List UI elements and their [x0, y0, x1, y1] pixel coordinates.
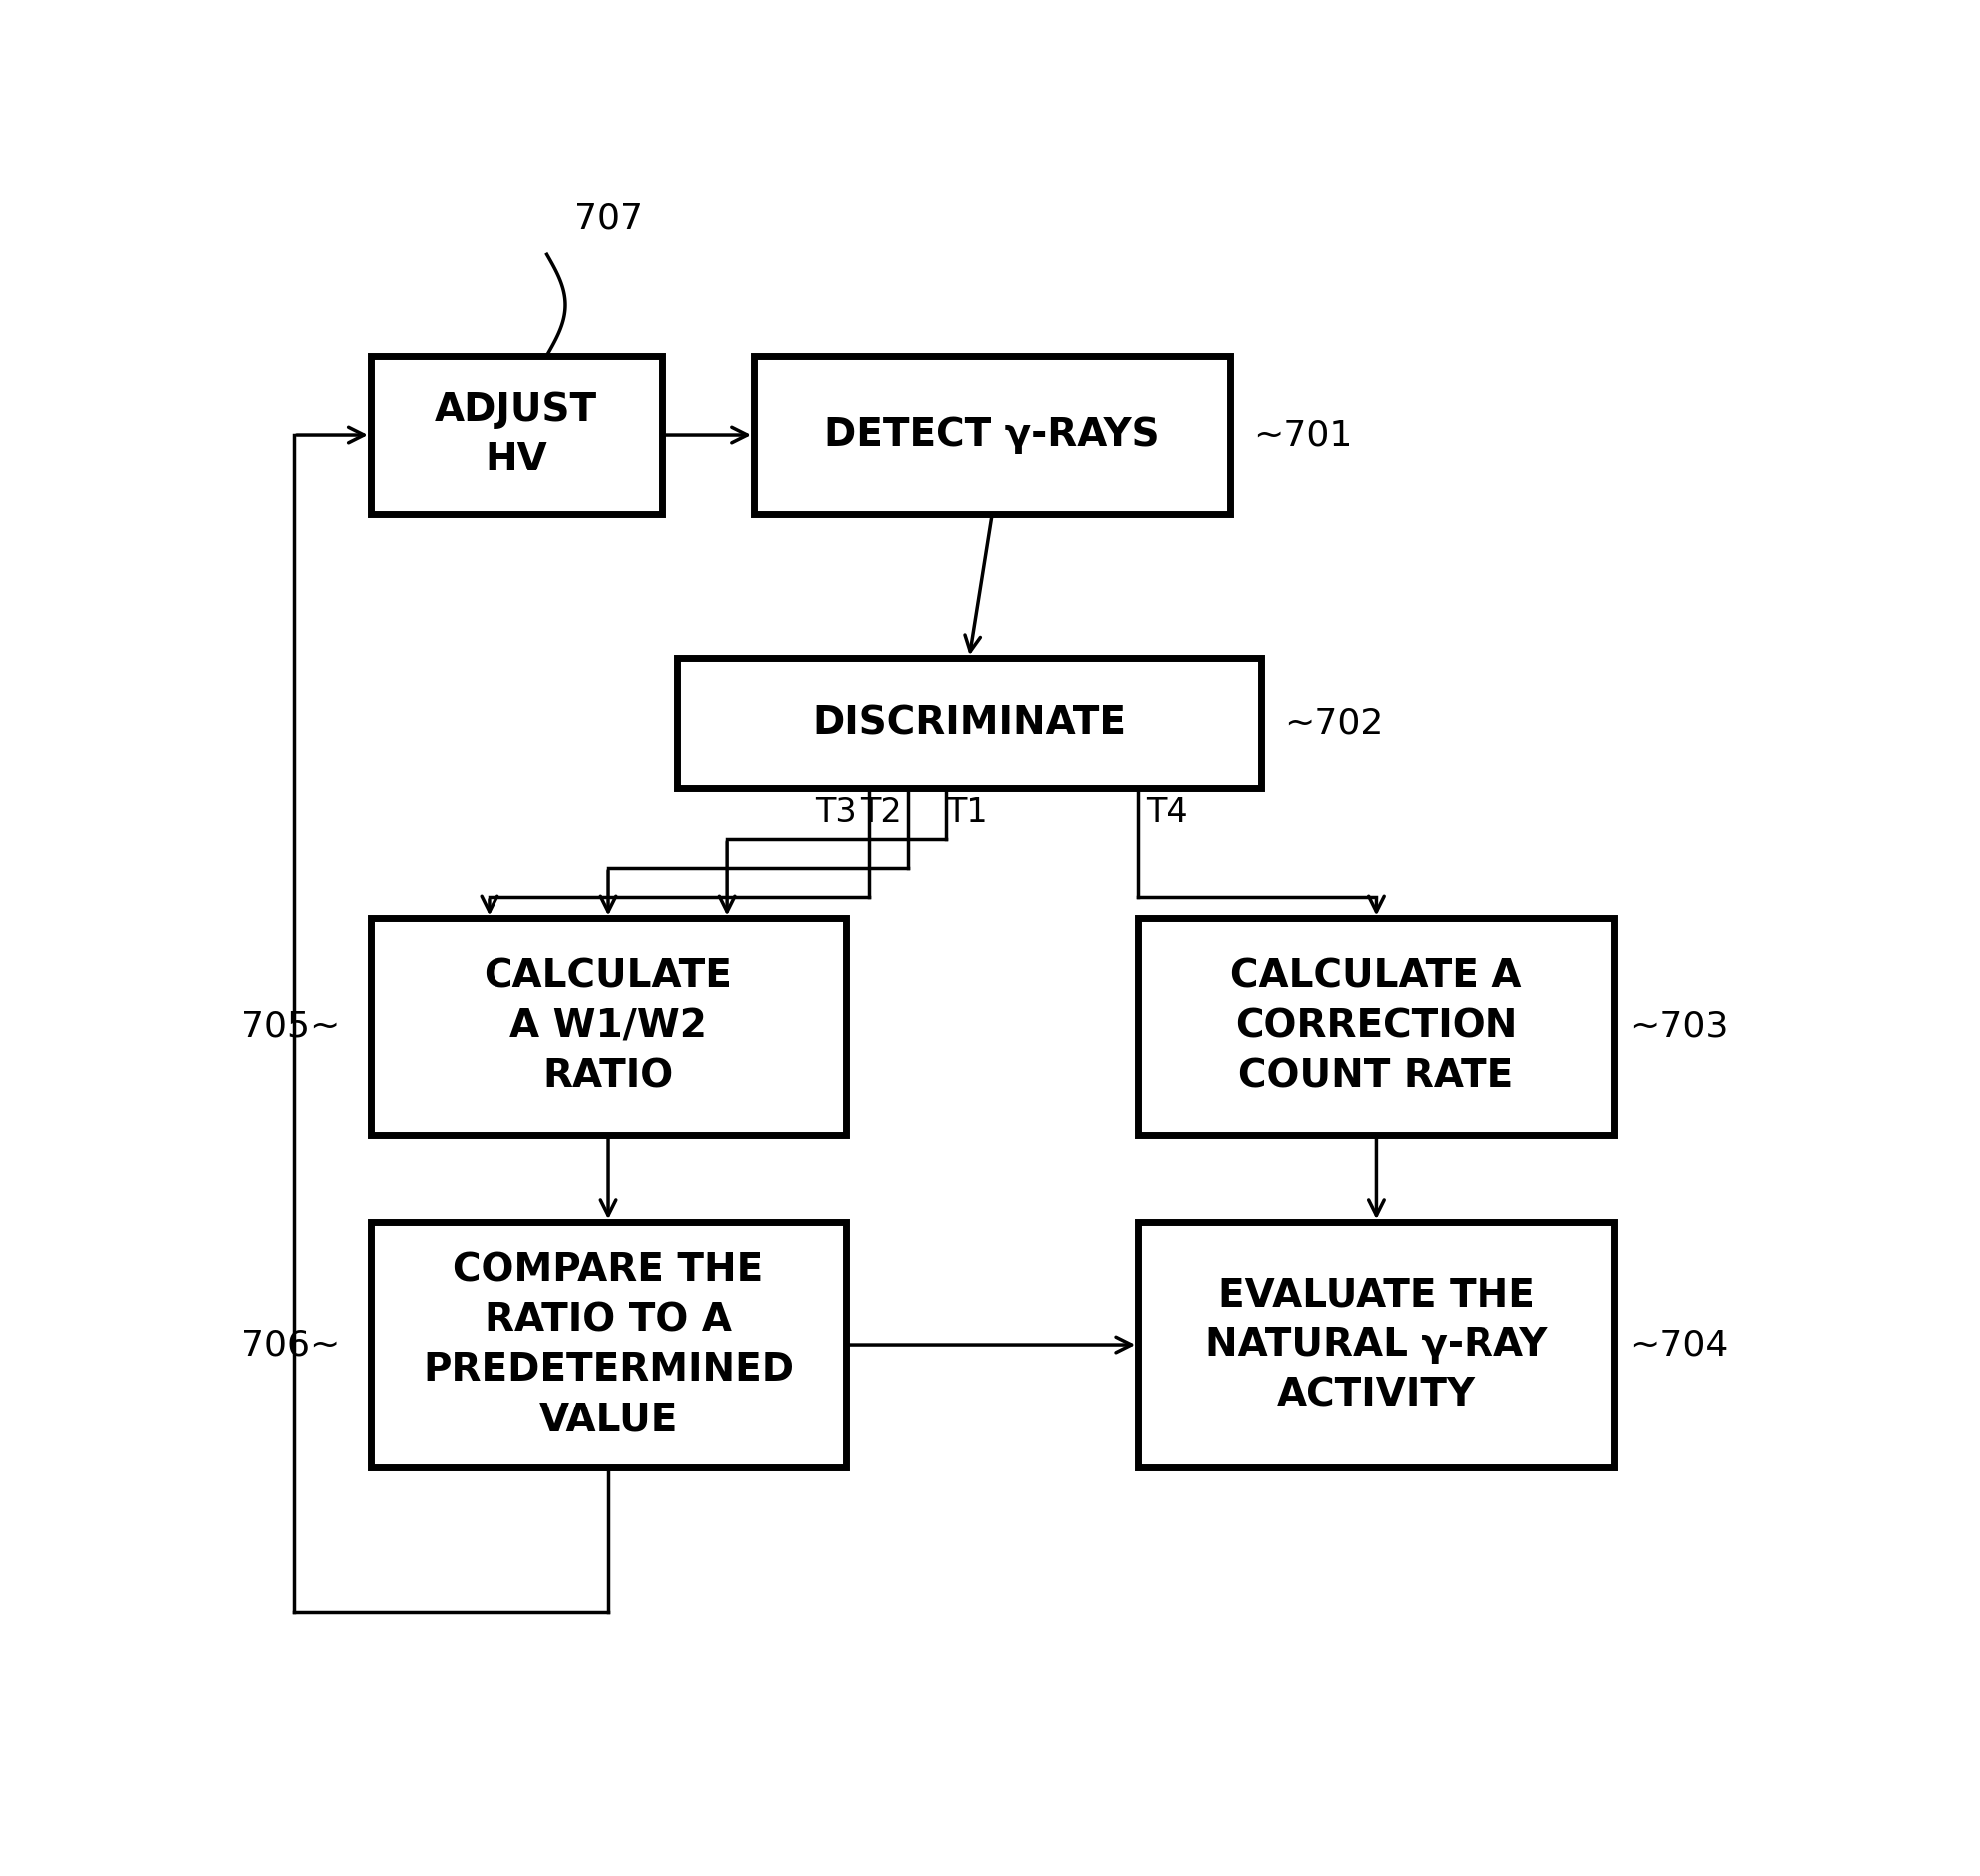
Text: ADJUST
HV: ADJUST HV: [434, 390, 598, 478]
Bar: [677, 658, 1259, 788]
Text: ~701: ~701: [1253, 418, 1352, 452]
Text: T4: T4: [1144, 795, 1186, 829]
Text: 706~: 706~: [240, 1328, 341, 1362]
Text: DISCRIMINATE: DISCRIMINATE: [812, 705, 1125, 743]
Text: ~704: ~704: [1628, 1328, 1729, 1362]
Bar: [370, 919, 845, 1135]
Bar: [370, 1221, 845, 1467]
Text: 707: 707: [574, 201, 644, 234]
Text: CALCULATE
A W1/W2
RATIO: CALCULATE A W1/W2 RATIO: [483, 959, 733, 1096]
Bar: [1137, 1221, 1614, 1467]
Bar: [1137, 919, 1614, 1135]
Text: T2: T2: [859, 795, 901, 829]
Text: T1: T1: [946, 795, 988, 829]
Text: EVALUATE THE
NATURAL γ-RAY
ACTIVITY: EVALUATE THE NATURAL γ-RAY ACTIVITY: [1204, 1276, 1546, 1413]
Bar: [754, 355, 1230, 514]
Text: T3: T3: [816, 795, 857, 829]
Text: CALCULATE A
CORRECTION
COUNT RATE: CALCULATE A CORRECTION COUNT RATE: [1230, 959, 1521, 1096]
Text: DETECT γ-RAYS: DETECT γ-RAYS: [824, 416, 1160, 454]
Text: ~702: ~702: [1283, 707, 1382, 741]
Bar: [370, 355, 661, 514]
Text: 705~: 705~: [240, 1009, 341, 1043]
Text: COMPARE THE
RATIO TO A
PREDETERMINED
VALUE: COMPARE THE RATIO TO A PREDETERMINED VAL…: [422, 1251, 794, 1439]
Text: ~703: ~703: [1628, 1009, 1729, 1043]
